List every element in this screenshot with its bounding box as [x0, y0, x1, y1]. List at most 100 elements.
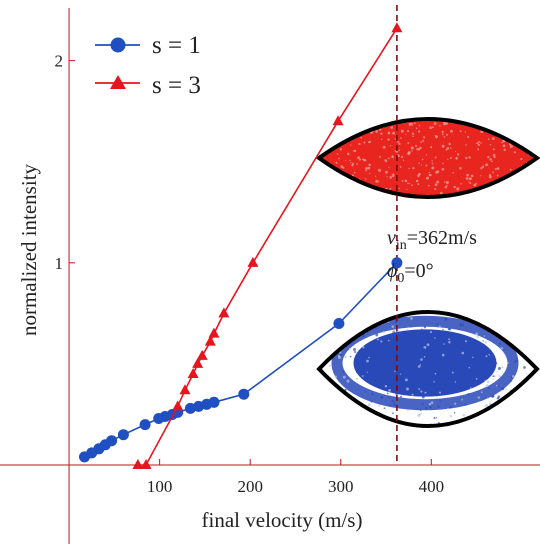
inset-speckle [415, 354, 417, 357]
inset-speckle [335, 161, 338, 164]
inset-speckle [507, 362, 510, 364]
inset-speckle [392, 412, 394, 414]
inset-speckle [350, 161, 352, 164]
inset-speckle [443, 136, 446, 138]
inset-speckle [391, 174, 395, 178]
inset-speckle [448, 142, 451, 146]
inset-speckle [415, 144, 417, 147]
inset-speckle [408, 369, 412, 373]
inset-speckle [356, 313, 359, 317]
inset-speckle [455, 369, 458, 371]
inset-speckle [439, 399, 441, 402]
inset-speckle [511, 188, 514, 191]
inset-speckle [430, 146, 433, 149]
data-point-circle [117, 429, 129, 441]
inset-speckle [387, 378, 390, 381]
inset-speckle [461, 388, 464, 391]
x-tick-label: 300 [328, 477, 354, 496]
inset-speckle [478, 140, 481, 143]
inset-speckle [423, 352, 426, 355]
inset-speckle [487, 138, 490, 141]
inset-speckle [436, 395, 438, 398]
inset-speckle [446, 147, 450, 150]
inset-speckle [521, 192, 524, 194]
inset-speckle [352, 329, 356, 333]
inset-speckle [323, 402, 326, 405]
inset-speckle [322, 188, 325, 192]
inset-speckle [508, 321, 511, 324]
inset-speckle [388, 389, 391, 392]
inset-speckle [404, 179, 408, 183]
inset-speckle [496, 167, 500, 170]
inset-speckle [528, 348, 531, 351]
inset-speckle [378, 120, 381, 123]
inset-speckle [337, 354, 341, 358]
inset-speckle [441, 144, 445, 148]
inset-speckle [367, 166, 371, 170]
inset-speckle [476, 335, 479, 339]
inset-speckle [358, 158, 362, 161]
inset-speckle [418, 381, 421, 384]
inset-speckle [327, 119, 330, 121]
inset-ring [331, 315, 519, 411]
inset-speckle [319, 163, 321, 167]
inset-speckle [515, 133, 518, 136]
inset-speckle [389, 145, 392, 147]
inset-speckle [464, 131, 467, 133]
inset-speckle [436, 180, 440, 184]
inset-border [316, 310, 540, 428]
inset-speckle [468, 181, 470, 183]
inset-speckle [429, 346, 432, 350]
inset-speckle [446, 133, 449, 136]
inset-speckle [508, 411, 512, 415]
inset-speckle [343, 121, 345, 123]
inset-speckle [372, 321, 375, 323]
inset-speckle [423, 355, 426, 358]
inset-speckle [319, 355, 322, 358]
inset-s3-distribution [315, 117, 540, 199]
inset-speckle [392, 424, 394, 426]
inset-speckle [458, 340, 462, 344]
inset-speckle [520, 315, 523, 317]
inset-speckle [353, 150, 355, 152]
inset-speckle [532, 356, 535, 359]
inset-speckle [521, 119, 525, 121]
inset-speckle [522, 172, 526, 176]
inset-speckle [340, 128, 344, 132]
inset-speckle [506, 180, 509, 184]
inset-speckle [415, 339, 419, 343]
inset-speckle [380, 138, 383, 141]
inset-speckle [494, 362, 498, 365]
inset-speckle [358, 142, 361, 146]
inset-speckle [441, 167, 445, 171]
inset-speckle [462, 413, 466, 417]
inset-speckle [411, 393, 414, 396]
inset-speckle [391, 325, 395, 328]
data-point-triangle [192, 357, 204, 368]
inset-speckle [332, 120, 335, 123]
inset-speckle [443, 343, 445, 345]
inset-speckle [347, 190, 349, 192]
inset-speckle [332, 132, 335, 135]
inset-speckle [329, 323, 332, 325]
inset-speckle [452, 171, 455, 174]
inset-speckle [451, 371, 454, 374]
inset-speckle [508, 129, 512, 132]
inset-speckle [405, 133, 407, 136]
inset-speckle [340, 165, 344, 169]
data-point-circle [391, 257, 403, 269]
inset-speckle [339, 398, 343, 402]
inset-speckle [496, 371, 498, 373]
inset-speckle [324, 405, 327, 408]
inset-speckle [453, 412, 456, 414]
inset-speckle [328, 364, 331, 367]
inset-speckle [513, 360, 516, 363]
inset-speckle [364, 390, 366, 392]
inset-speckle [525, 373, 528, 375]
inset-speckle [475, 182, 477, 185]
inset-speckle [503, 148, 506, 152]
inset-speckle [331, 120, 334, 124]
inset-speckle [374, 375, 378, 378]
inset-speckle [511, 119, 515, 122]
inset-speckle [367, 354, 371, 357]
